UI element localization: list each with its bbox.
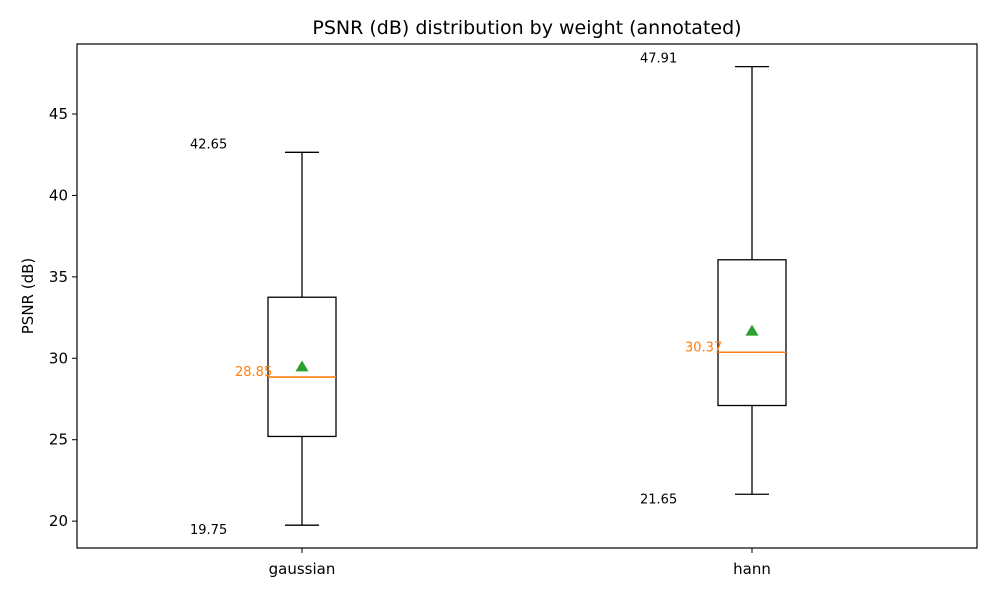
y-tick-label: 25 [49,431,68,449]
median-annotation: 30.37 [685,340,722,355]
y-tick-label: 40 [49,186,68,204]
box-plots: 42.65 19.75 28.85 47.91 21.65 30.37 [190,52,787,538]
median-annotation: 28.85 [235,365,272,380]
min-annotation: 21.65 [640,492,677,507]
box-gaussian: 42.65 19.75 28.85 [190,137,337,538]
iqr-box [267,296,337,438]
x-axis-ticks: gaussian hann [269,548,771,578]
y-axis-label: PSNR (dB) [19,258,37,335]
y-tick-label: 45 [49,105,68,123]
iqr-box [717,259,787,407]
y-tick-label: 30 [49,349,68,367]
y-axis-ticks: 20 25 30 35 40 45 [49,105,77,530]
max-annotation: 42.65 [190,137,227,152]
mean-marker [295,360,309,372]
y-tick-label: 20 [49,512,68,530]
x-tick-label: hann [733,560,771,578]
plot-area-frame [76,43,978,549]
box-hann: 47.91 21.65 30.37 [640,52,787,507]
x-tick-label: gaussian [269,560,336,578]
min-annotation: 19.75 [190,523,227,538]
chart-title: PSNR (dB) distribution by weight (annota… [312,17,741,39]
mean-marker [745,324,759,336]
max-annotation: 47.91 [640,52,677,67]
y-tick-label: 35 [49,268,68,286]
